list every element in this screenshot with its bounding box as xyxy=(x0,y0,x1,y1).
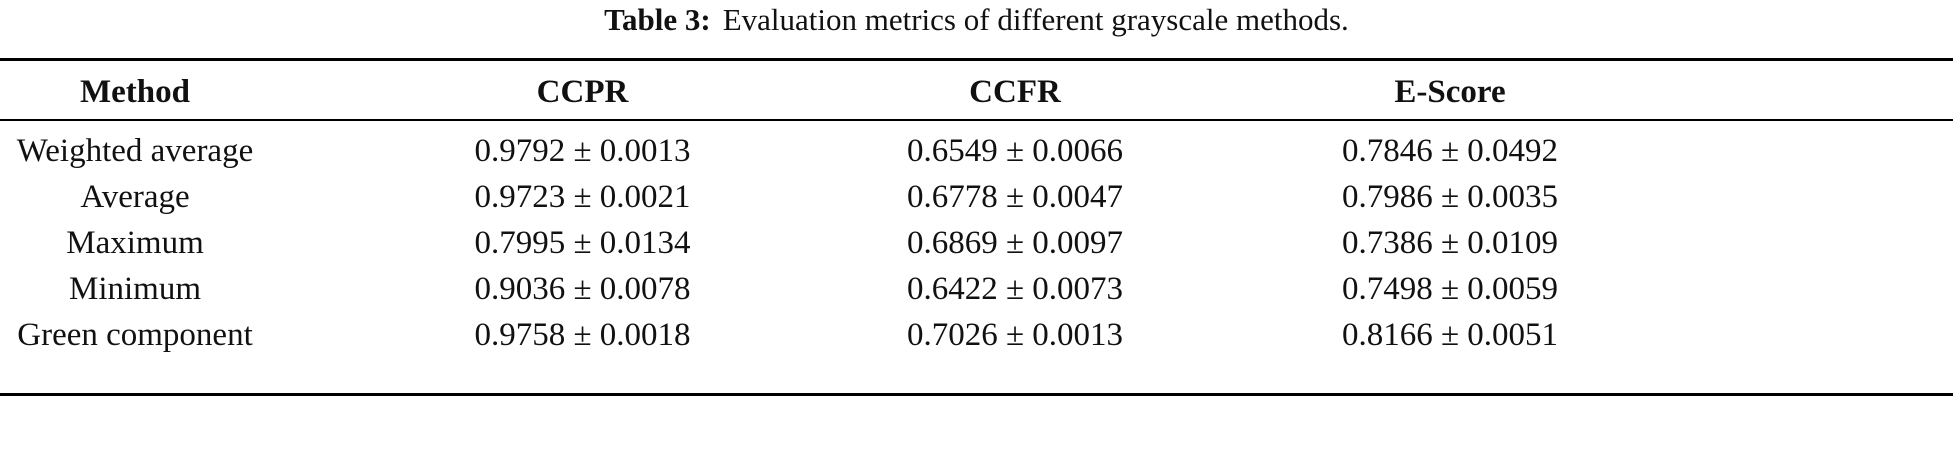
table-top-rule xyxy=(0,58,1953,61)
cell-ccfr: 0.7026 ± 0.0013 xyxy=(906,317,1124,353)
header-ccpr: CCPR xyxy=(536,74,629,110)
cell-e-score: 0.7846 ± 0.0492 xyxy=(1341,133,1559,169)
caption-label: Table 3: xyxy=(604,2,711,37)
cell-method: Weighted average xyxy=(16,133,254,169)
table-header-row: Method CCPR CCFR E-Score xyxy=(0,68,1953,116)
cell-method: Minimum xyxy=(68,271,202,307)
table-row: Green component 0.9758 ± 0.0018 0.7026 ±… xyxy=(0,312,1953,358)
table-header-rule xyxy=(0,119,1953,121)
header-e-score: E-Score xyxy=(1394,74,1506,110)
cell-method: Average xyxy=(80,179,190,215)
header-method: Method xyxy=(80,74,190,110)
cell-ccpr: 0.7995 ± 0.0134 xyxy=(474,225,691,261)
cell-ccpr: 0.9758 ± 0.0018 xyxy=(474,317,691,353)
header-ccfr: CCFR xyxy=(969,74,1061,110)
cell-e-score: 0.7386 ± 0.0109 xyxy=(1341,225,1559,261)
cell-ccfr: 0.6778 ± 0.0047 xyxy=(906,179,1124,215)
table-row: Average 0.9723 ± 0.0021 0.6778 ± 0.0047 … xyxy=(0,174,1953,220)
cell-method: Maximum xyxy=(66,225,204,261)
cell-e-score: 0.8166 ± 0.0051 xyxy=(1341,317,1559,353)
cell-ccpr: 0.9723 ± 0.0021 xyxy=(474,179,691,215)
caption-text: Evaluation metrics of different grayscal… xyxy=(722,2,1349,37)
cell-ccfr: 0.6869 ± 0.0097 xyxy=(906,225,1124,261)
cell-ccfr: 0.6549 ± 0.0066 xyxy=(906,133,1124,169)
cell-ccpr: 0.9792 ± 0.0013 xyxy=(474,133,691,169)
table-row: Weighted average 0.9792 ± 0.0013 0.6549 … xyxy=(0,128,1953,174)
cell-ccfr: 0.6422 ± 0.0073 xyxy=(906,271,1124,307)
cell-method: Green component xyxy=(17,317,253,353)
cell-ccpr: 0.9036 ± 0.0078 xyxy=(474,271,691,307)
cell-e-score: 0.7986 ± 0.0035 xyxy=(1341,179,1559,215)
table-caption: Table 3: Evaluation metrics of different … xyxy=(0,0,1953,40)
cell-e-score: 0.7498 ± 0.0059 xyxy=(1341,271,1559,307)
table-row: Minimum 0.9036 ± 0.0078 0.6422 ± 0.0073 … xyxy=(0,266,1953,312)
table-bottom-rule xyxy=(0,393,1953,396)
table-row: Maximum 0.7995 ± 0.0134 0.6869 ± 0.0097 … xyxy=(0,220,1953,266)
